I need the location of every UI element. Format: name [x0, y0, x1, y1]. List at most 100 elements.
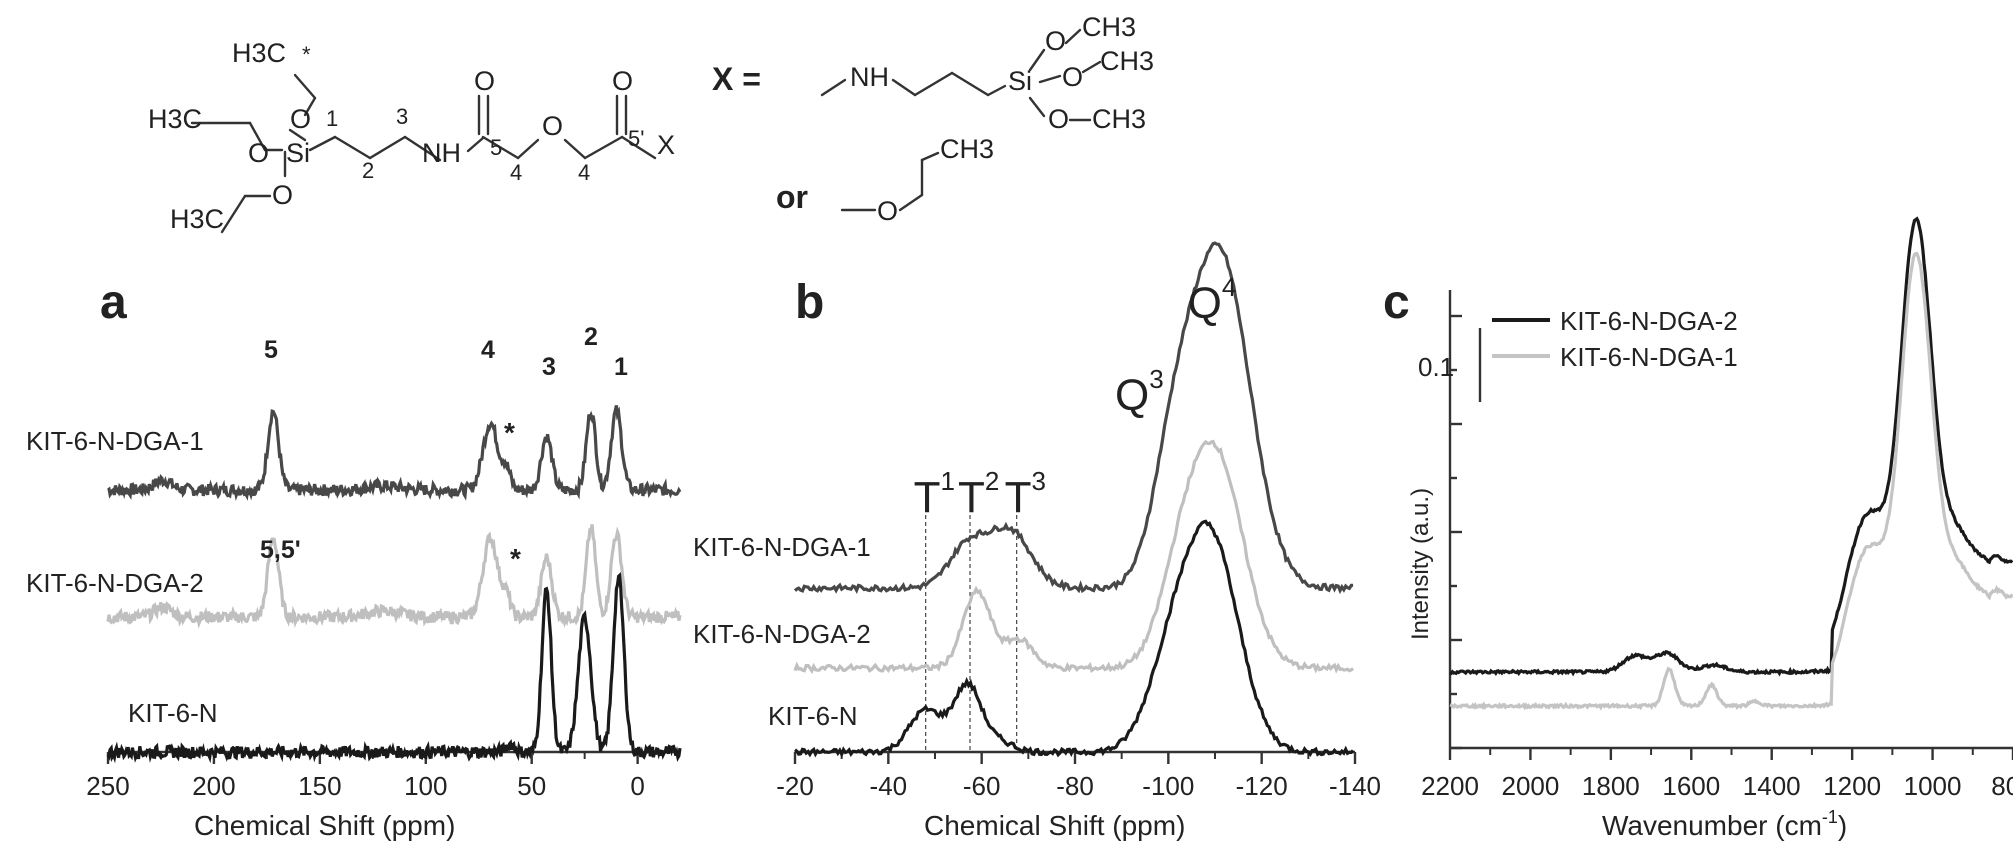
- atom-o-or: O: [877, 196, 898, 226]
- position-5prime: 5': [628, 126, 644, 151]
- a-ticks-tick-label: 100: [404, 771, 447, 801]
- ch3-or: CH3: [940, 134, 994, 164]
- b-ticks-tick-label: -100: [1142, 771, 1194, 801]
- panel-a-curves: [106, 405, 682, 764]
- a-ticks-tick-label: 50: [517, 771, 546, 801]
- ch3-x2: CH3: [1100, 46, 1154, 76]
- c-ticks-tick-label: 2000: [1502, 771, 1560, 801]
- or-label: or: [776, 179, 808, 215]
- b-ticks-tick-label: -20: [776, 771, 814, 801]
- b-ticks-tick-label: -120: [1236, 771, 1288, 801]
- ch3-x3: CH3: [1092, 104, 1146, 134]
- panel-a-series-labels: KIT-6-N-DGA-1 KIT-6-N-DGA-2 KIT-6-N: [26, 426, 218, 728]
- site-main: Q: [1188, 279, 1222, 328]
- atom-o3: O: [272, 180, 293, 210]
- panel-c-curves: [1449, 216, 2013, 711]
- position-1: 1: [326, 106, 338, 131]
- atom-o-x2: O: [1062, 62, 1083, 92]
- panel-a-curve-kit-6-n-dga-2: [106, 524, 682, 629]
- panel-b-ticks: -20 -40 -60 -80 -100 -120 -140: [776, 752, 1381, 801]
- atom-o2: O: [248, 138, 269, 168]
- panel-a: a 250 200 150 100 50 0 KIT-6-N-DGA-1 KIT-6-N-…: [26, 276, 682, 841]
- panel-b-label-kit6n: KIT-6-N: [768, 701, 858, 731]
- atom-o-x3: O: [1048, 104, 1069, 134]
- ch3-x1: CH3: [1082, 12, 1136, 42]
- panel-c-xlabel-main: Wavenumber (cm: [1602, 810, 1822, 841]
- position-4b: 4: [578, 160, 590, 185]
- atom-h3c-left: H3C: [148, 104, 202, 134]
- site-sup: 4: [1222, 272, 1236, 302]
- panel-a-peak-labels: 5 4 3 2 1 * 5,5' *: [260, 323, 628, 574]
- site-main: T: [914, 473, 941, 522]
- c-ticks-tick-label: 2200: [1421, 771, 1479, 801]
- b-ticks-tick-label: -80: [1056, 771, 1094, 801]
- atom-o-carbonyl1: O: [474, 66, 495, 96]
- panel-a-peak-2: 2: [584, 323, 598, 351]
- b-ticks-tick-label: -140: [1329, 771, 1381, 801]
- a-ticks-tick-label: 250: [86, 771, 129, 801]
- c-ticks-tick-label: 1600: [1662, 771, 1720, 801]
- b-ticks-tick-label: -60: [963, 771, 1001, 801]
- panel-a-peak-4: 4: [481, 336, 495, 364]
- site-sup: 3: [1032, 466, 1046, 496]
- site-main: Q: [1115, 371, 1149, 420]
- atom-x: X: [657, 130, 675, 160]
- legend-label-dga2: KIT-6-N-DGA-2: [1560, 306, 1738, 336]
- molecular-structure: H3C * O H3C O Si O H3C NH O O O X 1 3 2 …: [148, 12, 1154, 234]
- atom-o-ether: O: [542, 111, 563, 141]
- scale-bar-label: 0.1: [1418, 352, 1454, 382]
- site-sup: 1: [941, 466, 955, 496]
- panel-b-site-lines: [925, 515, 1018, 752]
- panel-c-legend: KIT-6-N-DGA-2 KIT-6-N-DGA-1: [1492, 306, 1738, 372]
- position-5: 5: [490, 135, 502, 160]
- panel-a-peak-1: 1: [614, 353, 628, 381]
- panel-b-site-q4: Q4: [1188, 272, 1237, 328]
- panel-b-site-t3: T3: [1005, 466, 1046, 522]
- atom-o-x1: O: [1045, 26, 1066, 56]
- site-main: T: [958, 473, 985, 522]
- b-ticks-tick-label: -40: [870, 771, 908, 801]
- atom-o1: O: [290, 104, 311, 134]
- atom-star: *: [302, 42, 311, 67]
- panel-b-xlabel: Chemical Shift (ppm): [924, 810, 1185, 841]
- panel-b-curve-kit-6-n-dga-2: [793, 439, 1355, 675]
- panel-a-ticks: 250 200 150 100 50 0: [86, 752, 645, 801]
- site-main: T: [1005, 473, 1032, 522]
- panel-c-ticks: 2200 2000 1800 1600 1400 1200 1000 800: [1421, 314, 2013, 801]
- atom-o-carbonyl2: O: [612, 66, 633, 96]
- position-3: 3: [396, 104, 408, 129]
- panel-b-curve-kit-6-n-dga-1: [793, 241, 1354, 595]
- c-ticks-tick-label: 1400: [1743, 771, 1801, 801]
- panel-a-label-dga1: KIT-6-N-DGA-1: [26, 426, 204, 456]
- panel-a-star-2: *: [510, 543, 521, 574]
- a-ticks-tick-label: 0: [630, 771, 644, 801]
- panel-a-label-kit6n: KIT-6-N: [128, 698, 218, 728]
- site-sup: 2: [985, 466, 999, 496]
- legend-label-dga1: KIT-6-N-DGA-1: [1560, 342, 1738, 372]
- position-4a: 4: [510, 160, 522, 185]
- a-ticks-tick-label: 150: [298, 771, 341, 801]
- panel-b-series-labels: KIT-6-N-DGA-1 KIT-6-N-DGA-2 KIT-6-N: [693, 532, 871, 731]
- panel-c: c 2200 2000 1800 1600 1400 1200 1000 800 KIT-6-…: [1383, 216, 2013, 841]
- panel-b-site-t2: T2: [958, 466, 999, 522]
- position-2: 2: [362, 158, 374, 183]
- panel-b-curves: [793, 241, 1355, 759]
- atom-nh: NH: [422, 138, 461, 168]
- panel-b-site-t1: T1: [914, 466, 955, 522]
- panel-c-letter: c: [1383, 276, 1410, 329]
- panel-c-curve-kit-6-n-dga-2: [1449, 216, 2013, 677]
- panel-b-letter: b: [795, 276, 824, 329]
- c-ticks-tick-label: 1800: [1582, 771, 1640, 801]
- panel-a-label-dga2: KIT-6-N-DGA-2: [26, 568, 204, 598]
- panel-b-curve-kit-6-n: [794, 519, 1355, 759]
- panel-a-peak-5: 5: [264, 336, 278, 364]
- atom-si: Si: [286, 138, 310, 168]
- panel-a-curve-kit-6-n-dga-1: [107, 405, 682, 502]
- atom-si-x: Si: [1008, 66, 1032, 96]
- c-ticks-tick-label: 1200: [1823, 771, 1881, 801]
- a-ticks-tick-label: 200: [192, 771, 235, 801]
- panel-a-star-1: *: [504, 417, 515, 448]
- panel-b: b -20 -40 -60 -80 -100 -120 -140 KIT-6-N-DGA-1…: [693, 241, 1381, 841]
- panel-a-curve-kit-6-n: [106, 572, 682, 764]
